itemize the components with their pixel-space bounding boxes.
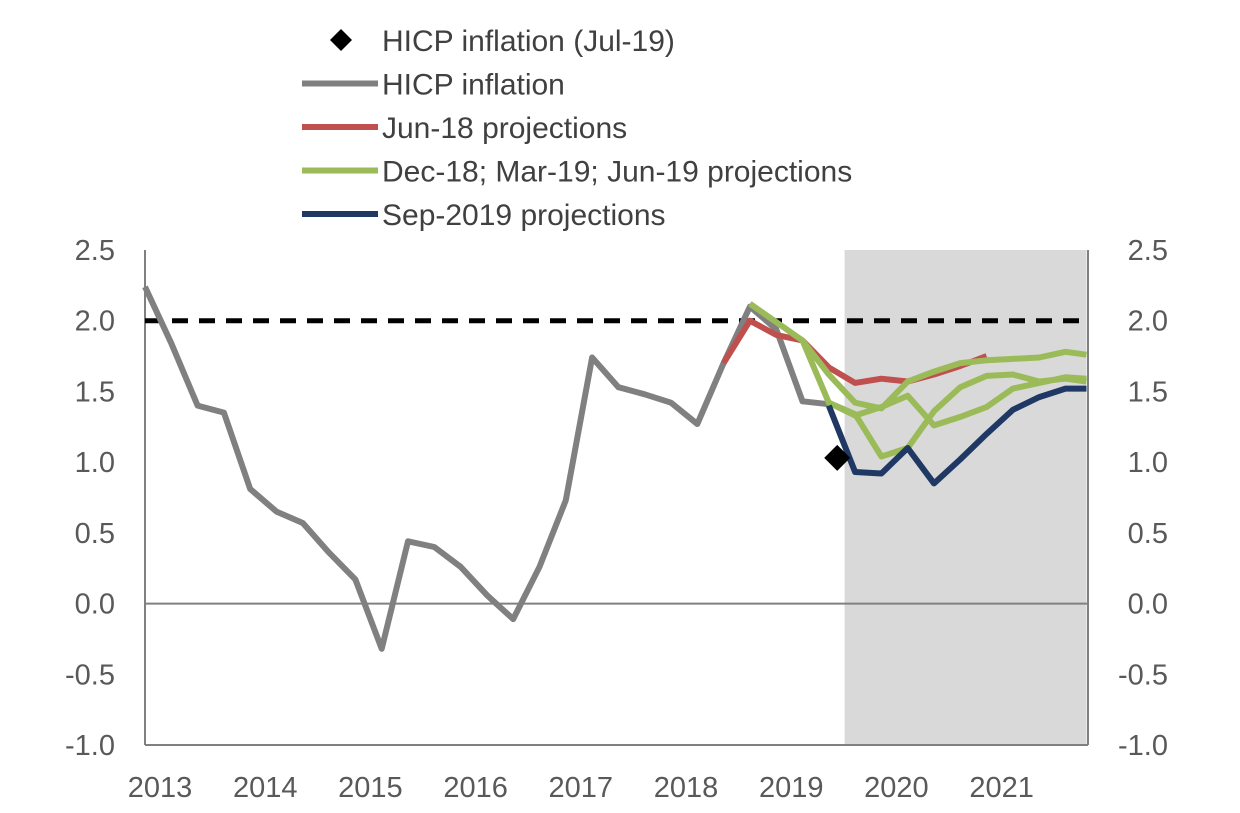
y2-tick-label: 1.0 (1128, 447, 1168, 479)
diamond-marker-0 (824, 444, 851, 471)
y-tick-label: 1.5 (75, 376, 115, 408)
y2-tick-label: -0.5 (1118, 659, 1168, 691)
legend-label: HICP inflation (Jul-19) (382, 25, 675, 58)
x-tick-label: 2021 (969, 772, 1034, 804)
y2-tick-label: 0.0 (1128, 589, 1168, 621)
series-line-4 (827, 371, 1087, 460)
x-tick-label: 2014 (233, 772, 298, 804)
y2-tick-label: 2.5 (1128, 235, 1168, 267)
y-tick-label: 0.5 (75, 518, 115, 550)
y2-tick-label: 1.5 (1128, 376, 1168, 408)
y-tick-label: -1.0 (65, 730, 115, 762)
projection-shaded-region (844, 250, 1087, 745)
x-tick-label: 2019 (759, 772, 824, 804)
x-tick-label: 2015 (338, 772, 403, 804)
x-tick-label: 2018 (654, 772, 719, 804)
y2-tick-label: -1.0 (1118, 730, 1168, 762)
series-line-5 (826, 385, 1087, 487)
x-tick-label: 2013 (128, 772, 193, 804)
y2-tick-label: 0.5 (1128, 518, 1168, 550)
legend-label: HICP inflation (382, 69, 565, 102)
legend-label: Sep-2019 projections (382, 199, 666, 232)
y-tick-label: 1.0 (75, 447, 115, 479)
y-tick-label: 0.0 (75, 589, 115, 621)
y-tick-label: 2.0 (75, 306, 115, 338)
y-tick-label: -0.5 (65, 659, 115, 691)
legend-label: Dec-18; Mar-19; Jun-19 projections (382, 156, 852, 189)
x-tick-label: 2017 (549, 772, 614, 804)
x-tick-label: 2020 (864, 772, 929, 804)
legend-label: Jun-18 projections (382, 112, 627, 145)
legend-marker-diamond (330, 29, 352, 51)
y2-tick-label: 2.0 (1128, 306, 1168, 338)
x-tick-label: 2016 (443, 772, 508, 804)
series-line-0 (142, 285, 830, 652)
y-tick-label: 2.5 (75, 235, 115, 267)
